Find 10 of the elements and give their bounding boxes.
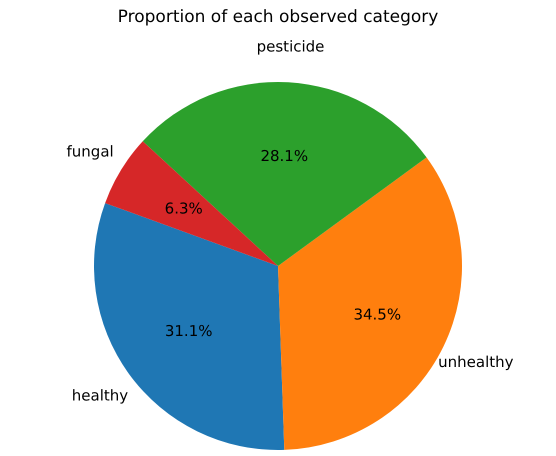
slice-label: healthy — [72, 386, 128, 404]
data-label: 34.5% — [353, 305, 402, 324]
data-label: 28.1% — [260, 146, 308, 165]
data-label: 6.3% — [164, 200, 203, 218]
data-label: 31.1% — [164, 322, 212, 340]
pie-slice — [142, 82, 427, 266]
slice-label: unhealthy — [438, 353, 514, 372]
slice-label: pesticide — [256, 37, 324, 56]
chart-title: Proportion of each observed category — [118, 7, 438, 27]
slice-label: fungal — [66, 142, 114, 161]
